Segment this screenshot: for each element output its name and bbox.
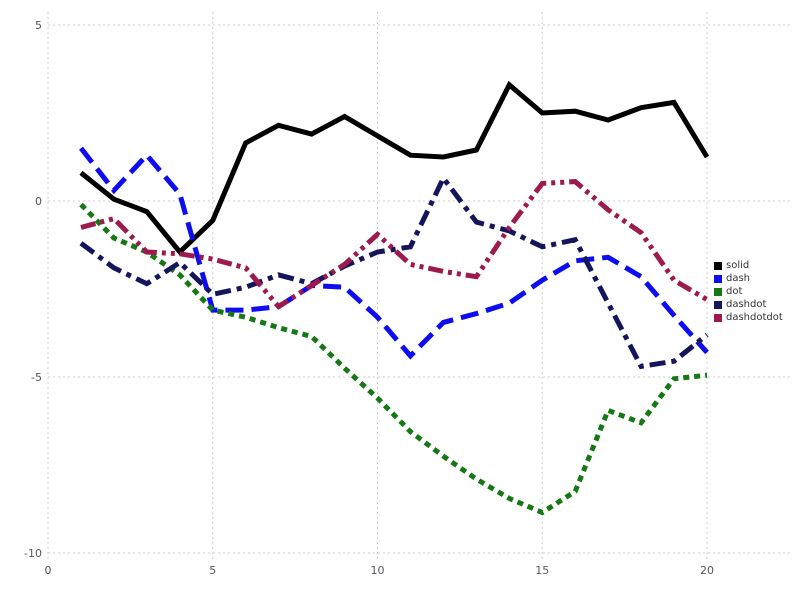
- legend-label: dash: [726, 273, 751, 284]
- legend-swatch-dashdot: [714, 301, 722, 309]
- series-line-dot: [79, 202, 708, 516]
- legend-label: dot: [726, 286, 743, 297]
- y-tick-label: 0: [35, 195, 42, 208]
- legend-label: solid: [726, 260, 750, 271]
- legend-item-solid: solid: [714, 261, 783, 271]
- legend-item-dot: dot: [714, 287, 783, 297]
- x-tick-label: 10: [371, 564, 385, 577]
- legend-item-dash: dash: [714, 274, 783, 284]
- x-tick-label: 20: [700, 564, 714, 577]
- legend-item-dashdot: dashdot: [714, 300, 783, 310]
- series-line-dashdotdot: [80, 179, 709, 310]
- legend-swatch-dot: [714, 288, 722, 296]
- legend-swatch-dashdotdot: [714, 314, 722, 322]
- x-tick-label: 5: [209, 564, 216, 577]
- legend-swatch-solid: [714, 262, 722, 270]
- x-tick-label: 0: [45, 564, 52, 577]
- series-line-dash: [79, 146, 709, 360]
- series-line-solid: [79, 80, 710, 256]
- y-tick-label: -10: [24, 547, 42, 560]
- series-line-dashdot: [79, 173, 709, 370]
- legend-swatch-dash: [714, 275, 722, 283]
- legend-label: dashdot: [726, 299, 767, 310]
- x-tick-label: 15: [535, 564, 549, 577]
- legend-item-dashdotdot: dashdotdot: [714, 313, 783, 323]
- legend-label: dashdotdot: [726, 312, 783, 323]
- y-tick-label: -5: [31, 371, 42, 384]
- chart-legend: solid dash dot dashdot dashdotdot: [714, 261, 783, 323]
- y-tick-label: 5: [35, 19, 42, 32]
